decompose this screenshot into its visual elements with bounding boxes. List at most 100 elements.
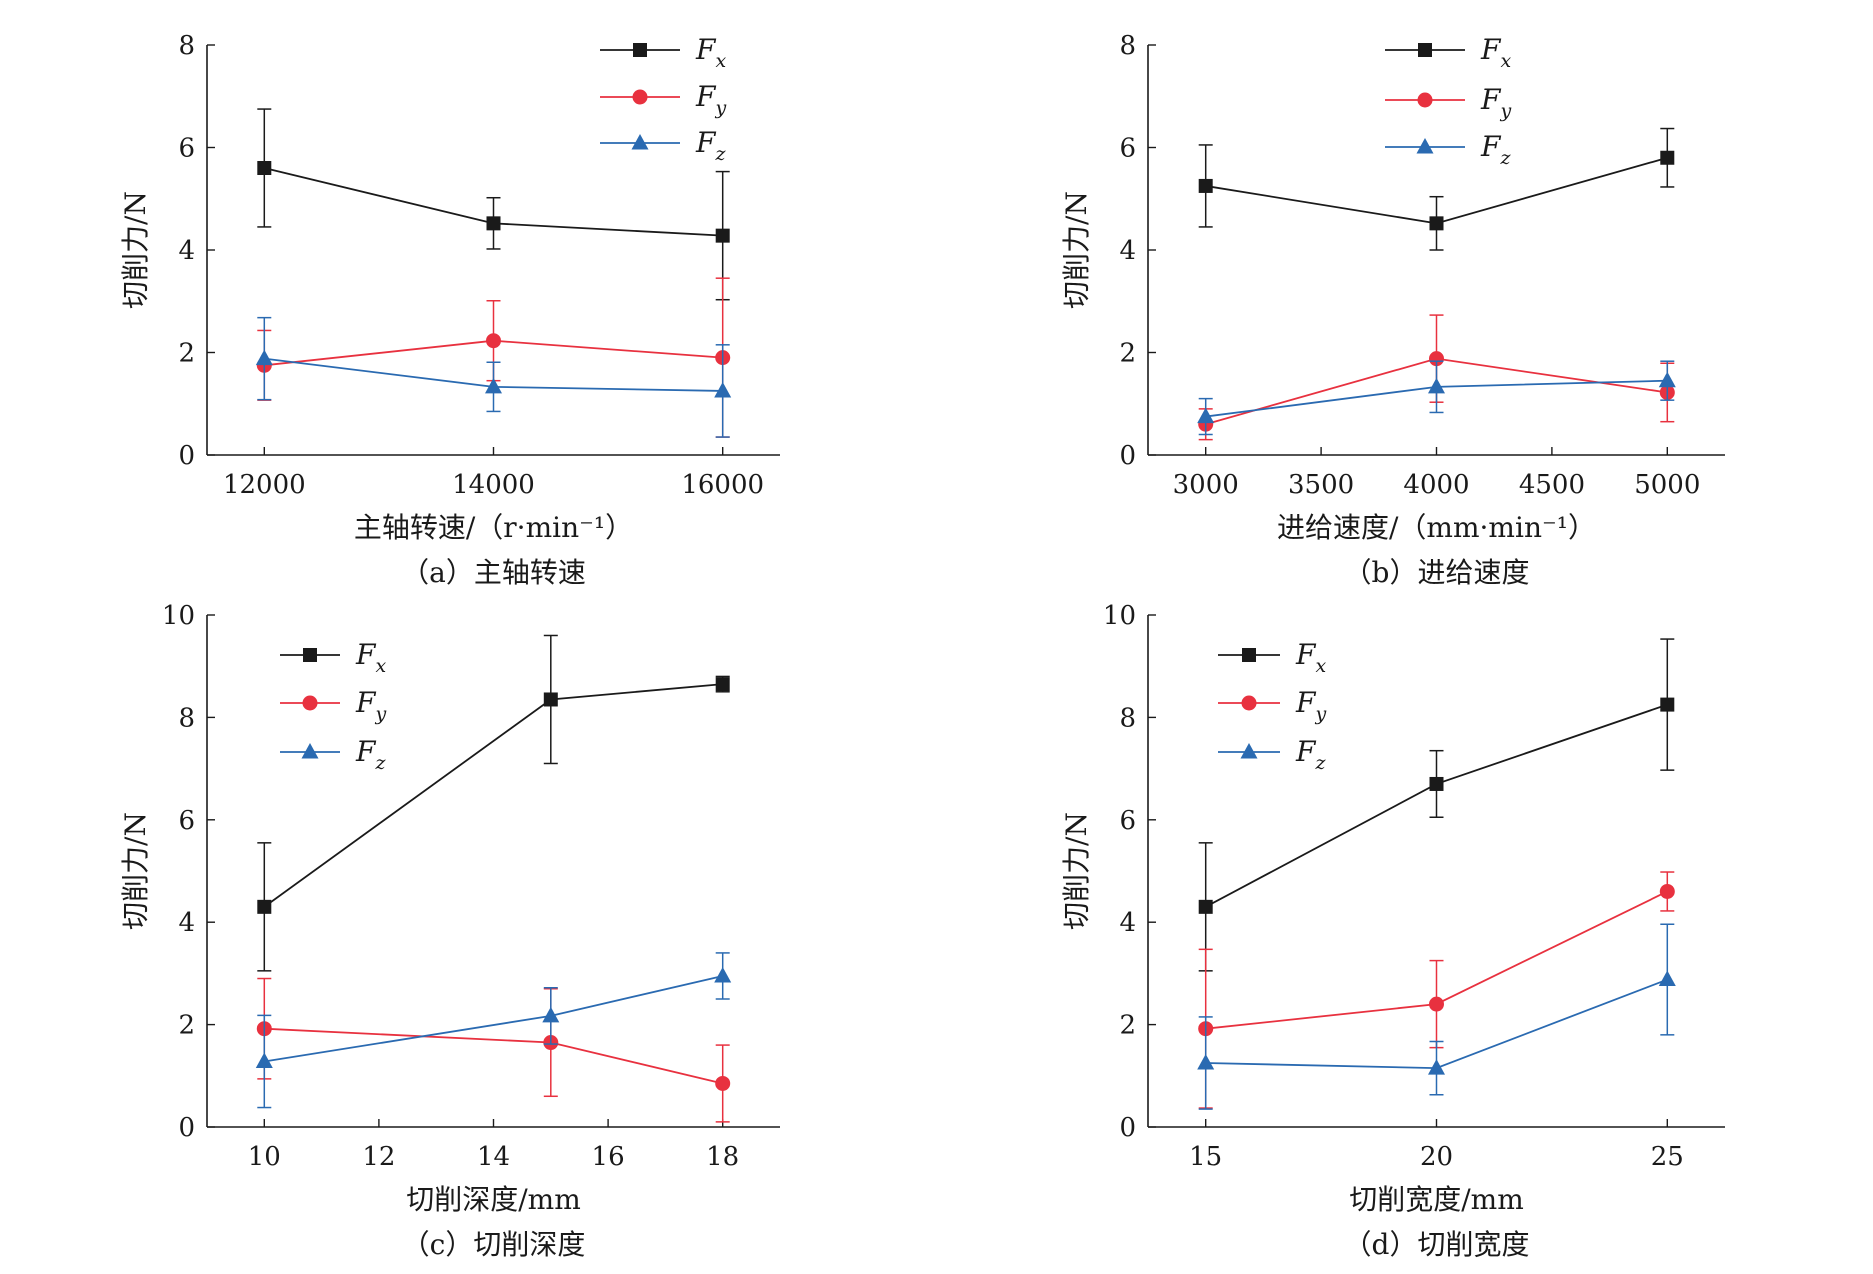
legend-subscript: z	[374, 752, 386, 774]
x-tick-label: 4000	[1403, 470, 1469, 500]
data-point-Fz	[485, 377, 502, 394]
data-point-Fy	[486, 333, 501, 349]
series-line-Fy	[264, 1027, 723, 1085]
y-tick-label: 2	[1119, 339, 1136, 369]
data-point-Fz	[1197, 407, 1215, 424]
panel-caption: （c）切削深度	[402, 1228, 586, 1261]
data-point-Fz	[542, 1006, 560, 1023]
y-tick-label: 2	[1119, 1011, 1136, 1041]
legend-marker-Fy	[1417, 92, 1433, 108]
data-point-Fy	[1429, 996, 1444, 1012]
legend-subscript: x	[1500, 50, 1511, 72]
panel-caption: （b）进给速度	[1344, 556, 1530, 589]
legend-marker-Fy	[632, 89, 648, 105]
x-axis-label: 主轴转速/（r·min⁻¹）	[354, 511, 633, 544]
y-tick-label: 8	[178, 31, 195, 61]
legend-subscript: x	[375, 655, 386, 677]
panel-caption: （a）主轴转速	[401, 556, 586, 589]
y-tick-label: 4	[1119, 908, 1136, 938]
y-axis-label: 切削力/N	[119, 191, 152, 309]
x-tick-label: 4500	[1519, 470, 1585, 500]
x-axis-label: 切削深度/mm	[406, 1183, 581, 1216]
data-point-Fx	[1198, 899, 1213, 914]
legend-marker-Fz	[1416, 138, 1434, 154]
legend-marker-Fx	[633, 43, 647, 57]
y-tick-label: 0	[178, 441, 195, 471]
x-tick-label: 12	[362, 1142, 395, 1172]
y-tick-label: 4	[178, 236, 195, 266]
y-tick-label: 6	[178, 806, 195, 836]
x-tick-label: 16000	[681, 470, 764, 500]
data-point-Fx	[543, 692, 558, 707]
x-tick-label: 20	[1420, 1142, 1453, 1172]
y-tick-label: 6	[178, 134, 195, 164]
y-tick-label: 4	[178, 908, 195, 938]
data-point-Fy	[715, 1075, 731, 1091]
data-point-Fy	[1659, 883, 1675, 899]
y-tick-label: 2	[178, 339, 195, 369]
data-point-Fz	[255, 349, 273, 366]
legend-label-Fz: Fz	[355, 735, 386, 774]
data-point-Fz	[714, 966, 732, 983]
legend-subscript: y	[714, 97, 726, 119]
x-tick-label: 5000	[1634, 470, 1700, 500]
data-point-Fz	[255, 1052, 273, 1068]
x-tick-label: 16	[592, 1142, 625, 1172]
y-axis-label: 切削力/N	[1060, 812, 1093, 930]
data-point-Fz	[1658, 970, 1676, 987]
x-axis-label: 切削宽度/mm	[1349, 1183, 1524, 1216]
x-tick-label: 25	[1651, 1142, 1684, 1172]
y-tick-label: 10	[162, 601, 195, 631]
x-tick-label: 14	[477, 1142, 510, 1172]
x-axis-label: 进给速度/（mm·min⁻¹）	[1277, 511, 1596, 544]
legend-label-Fx: Fx	[695, 33, 726, 72]
x-tick-label: 14000	[452, 470, 535, 500]
subplot-d: 0 2 4 6 8 10 15 20 25 切削宽度/mm 切削力/N （d）切削宽度 Fx Fy Fz	[1060, 601, 1725, 1261]
y-tick-label: 10	[1103, 601, 1136, 631]
legend-subscript: z	[1314, 752, 1326, 774]
data-point-Fx	[1660, 697, 1675, 712]
x-tick-label: 3500	[1288, 470, 1354, 500]
legend-marker-Fx	[1418, 43, 1432, 57]
y-tick-label: 4	[1119, 236, 1136, 266]
x-tick-label: 15	[1189, 1142, 1222, 1172]
legend-label-Fx: Fx	[1480, 33, 1511, 72]
legend-label-Fy: Fy	[355, 686, 386, 725]
series-line-Fz	[264, 975, 723, 1063]
legend-marker-Fx	[1242, 648, 1256, 662]
y-tick-label: 8	[1119, 703, 1136, 733]
data-point-Fz	[714, 381, 732, 398]
data-point-Fx	[715, 677, 730, 692]
data-point-Fy	[1429, 351, 1444, 367]
legend-label-Fx: Fx	[1295, 638, 1326, 677]
legend-label-Fy: Fy	[1295, 686, 1326, 725]
legend-marker-Fx	[303, 648, 317, 662]
y-tick-label: 6	[1119, 806, 1136, 836]
legend-marker-Fy	[1241, 695, 1257, 711]
y-tick-label: 0	[178, 1113, 195, 1143]
data-point-Fz	[1428, 1059, 1445, 1075]
data-point-Fx	[1198, 178, 1213, 193]
y-tick-label: 8	[1119, 31, 1136, 61]
y-axis-label: 切削力/N	[119, 812, 152, 930]
data-point-Fx	[1429, 776, 1444, 791]
data-point-Fx	[715, 228, 730, 243]
y-tick-label: 8	[178, 703, 195, 733]
y-axis-label: 切削力/N	[1060, 191, 1093, 309]
subplot-c: 0 2 4 6 8 10 10 12 14 16 18 切削深度/mm 切削力/N （c）切削深度 Fx Fy…	[119, 601, 780, 1261]
legend-subscript: z	[714, 143, 726, 165]
legend-subscript: z	[1499, 147, 1511, 169]
data-point-Fz	[1658, 371, 1676, 388]
legend-subscript: y	[374, 703, 386, 725]
data-point-Fx	[486, 216, 501, 231]
legend-marker-Fy	[302, 695, 318, 711]
data-point-Fz	[1197, 1054, 1215, 1070]
legend-label-Fy: Fy	[1480, 83, 1511, 122]
x-tick-label: 18	[706, 1142, 739, 1172]
y-tick-label: 0	[1119, 1113, 1136, 1143]
data-point-Fx	[1660, 150, 1675, 165]
legend-marker-Fz	[1240, 743, 1258, 759]
y-tick-label: 0	[1119, 441, 1136, 471]
legend-subscript: x	[1315, 655, 1326, 677]
data-point-Fz	[1428, 377, 1445, 394]
